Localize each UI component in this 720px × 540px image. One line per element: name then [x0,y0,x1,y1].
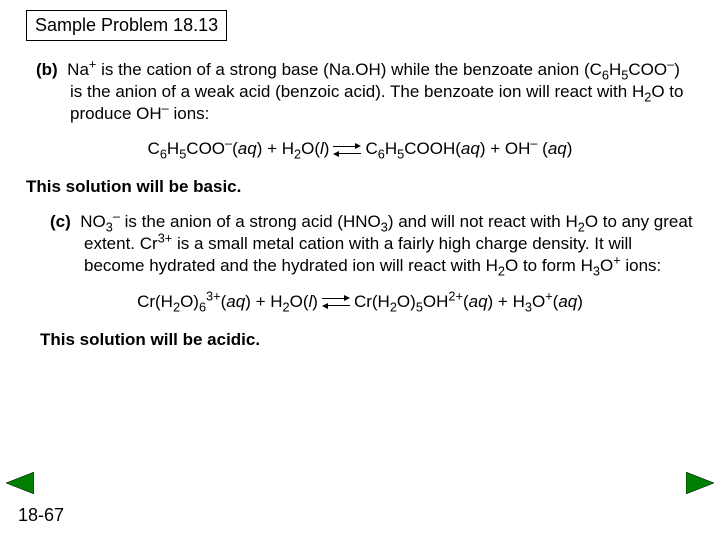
part-c-paragraph: (c) NO3– is the anion of a strong acid (… [50,211,694,277]
page-number: 18-67 [18,505,64,526]
part-b-paragraph: (b) Na+ is the cation of a strong base (… [36,59,694,125]
acidic-statement: This solution will be acidic. [40,330,694,350]
nav-next-icon[interactable] [686,472,714,494]
equilibrium-arrow-icon [322,297,350,307]
part-b-label: (b) [36,60,58,79]
part-c-label: (c) [50,212,71,231]
basic-statement: This solution will be basic. [26,177,694,197]
equation-1: C6H5COO–(aq) + H2O(l)C6H5COOH(aq) + OH– … [0,139,720,159]
equation-2: Cr(H2O)63+(aq) + H2O(l)Cr(H2O)5OH2+(aq) … [0,292,720,312]
equilibrium-arrow-icon [333,145,361,155]
problem-title: Sample Problem 18.13 [26,10,227,41]
nav-prev-icon[interactable] [6,472,34,494]
